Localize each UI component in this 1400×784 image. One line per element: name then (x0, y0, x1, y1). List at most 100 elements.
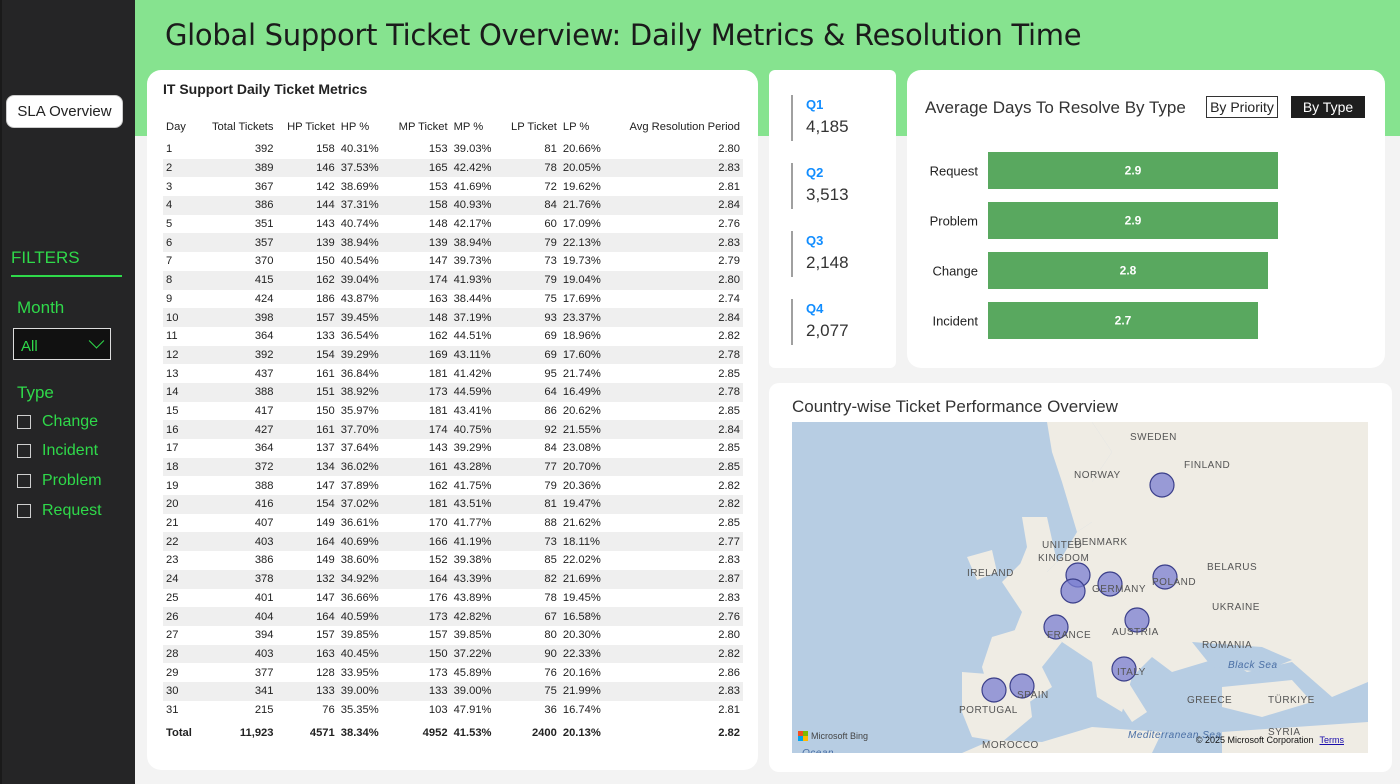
country-bubble[interactable] (1124, 607, 1150, 633)
map-country-label: TÜRKIYE (1268, 695, 1315, 706)
column-header[interactable]: Day (166, 121, 186, 133)
table-cell: 146 (276, 158, 338, 178)
country-bubble[interactable] (1149, 472, 1175, 498)
bar-incident[interactable] (988, 302, 1258, 339)
table-cell: 2.78 (610, 345, 743, 365)
column-header[interactable]: HP % (340, 121, 370, 133)
column-header[interactable]: LP % (562, 121, 590, 133)
type-checkbox-change[interactable]: Change (17, 413, 98, 431)
table-cell: 9 (166, 292, 173, 305)
total-cell: 20.13% (562, 726, 601, 739)
table-cell: 40.54% (340, 255, 379, 268)
map-title: Country-wise Ticket Performance Overview (792, 397, 1118, 416)
table-cell: 437 (254, 367, 274, 380)
country-bubble[interactable] (1152, 564, 1178, 590)
chevron-down-icon (88, 333, 105, 349)
table-cell: 21.99% (559, 681, 610, 701)
terms-link[interactable]: Terms (1319, 735, 1345, 745)
table-cell: 19.73% (562, 255, 601, 268)
table-cell: 2.81 (718, 180, 740, 193)
map-country-label: SPAIN (1017, 690, 1049, 701)
table-cell: 2.85 (610, 457, 743, 477)
country-bubble[interactable] (1111, 656, 1137, 682)
month-dropdown[interactable]: All (13, 328, 111, 360)
table-cell: 181 (428, 404, 448, 417)
table-cell: 176 (428, 591, 448, 604)
table-cell: 386 (254, 554, 274, 567)
daily-metrics-card: IT Support Daily Ticket Metrics Day Total… (147, 70, 758, 770)
table-row: 12 392 154 39.29% 169 43.11% 69 17.60% 2.78 (163, 345, 743, 365)
checkbox-icon[interactable] (17, 444, 31, 458)
by-priority-button[interactable]: By Priority (1206, 96, 1278, 118)
europe-map[interactable]: SWEDEN FINLAND NORWAY DENMARK UNITED KINGDOM I… (792, 422, 1368, 753)
bar-request[interactable] (988, 152, 1278, 189)
table-cell: 37.53% (337, 158, 388, 178)
bar-problem[interactable] (988, 202, 1278, 239)
table-cell: 377 (254, 666, 274, 679)
table-row: 11 364 133 36.54% 162 44.51% 69 18.96% 2.82 (163, 327, 743, 346)
table-cell: 22.13% (559, 233, 610, 253)
table-cell: 424 (254, 292, 274, 305)
table-cell: 404 (199, 607, 277, 626)
checkbox-icon[interactable] (17, 504, 31, 518)
table-cell: 2.82 (718, 330, 740, 343)
country-map-card: Country-wise Ticket Performance Overview… (769, 383, 1392, 772)
table-cell: 2.74 (718, 292, 740, 305)
type-label: Type (17, 383, 54, 402)
table-cell: 44.59% (450, 382, 501, 402)
table-cell: 39.03% (453, 143, 492, 156)
type-checkbox-problem[interactable]: Problem (17, 472, 102, 490)
column-header[interactable]: MP Ticket (398, 121, 448, 133)
column-header[interactable]: HP Ticket (287, 121, 335, 133)
map-country-label: SYRIA (1268, 727, 1301, 738)
type-checkbox-incident[interactable]: Incident (17, 442, 98, 460)
column-header[interactable]: LP Ticket (511, 121, 557, 133)
column-header[interactable]: Total Tickets (211, 121, 274, 133)
table-cell: 133 (316, 330, 335, 343)
table-cell: 20.16% (562, 666, 601, 679)
table-cell: 73 (500, 532, 560, 552)
table-cell: 173 (428, 666, 448, 679)
table-row: 31 215 76 35.35% 103 47.91% 36 16.74% 2.81 (163, 701, 743, 720)
country-bubble[interactable] (981, 677, 1007, 703)
table-cell: 161 (316, 367, 335, 380)
table-cell: 2.77 (610, 532, 743, 552)
country-bubble[interactable] (1009, 673, 1035, 699)
quarter-q1: Q1 4,185 (791, 95, 849, 141)
table-cell: 133 (387, 681, 451, 701)
by-type-button[interactable]: By Type (1291, 96, 1365, 118)
table-cell: 148 (428, 218, 448, 231)
table-cell: 41.77% (453, 517, 492, 530)
table-cell: 147 (428, 255, 448, 268)
table-cell: 162 (276, 270, 338, 290)
checkbox-icon[interactable] (17, 474, 31, 488)
table-cell: 37.89% (340, 479, 379, 492)
column-header[interactable]: Avg Resolution Period (629, 121, 741, 133)
checkbox-icon[interactable] (17, 415, 31, 429)
table-cell: 2.82 (610, 495, 743, 514)
column-header[interactable]: MP % (453, 121, 484, 133)
daily-metrics-table: Day Total Tickets HP Ticket HP % MP Ticket MP… (163, 114, 743, 746)
country-bubble[interactable] (1060, 578, 1086, 604)
table-cell: 40.74% (340, 218, 379, 231)
table-cell: 47.91% (453, 703, 492, 716)
sla-overview-button[interactable]: SLA Overview (6, 95, 123, 128)
table-cell: 398 (199, 308, 277, 327)
table-cell: 341 (199, 681, 277, 701)
table-row: 8 415 162 39.04% 174 41.93% 79 19.04% 2.80 (163, 270, 743, 290)
country-bubble[interactable] (1043, 614, 1069, 640)
table-row: 21 407 149 36.61% 170 41.77% 88 21.62% 2.85 (163, 514, 743, 533)
map-country-label: Mediterranean Sea (1128, 730, 1222, 741)
map-country-label: Ocean (802, 748, 834, 753)
table-cell: 157 (276, 308, 338, 327)
table-row: 4 386 144 37.31% 158 40.93% 84 21.76% 2.84 (163, 196, 743, 215)
table-cell: 164 (276, 532, 338, 552)
bar-change[interactable] (988, 252, 1268, 289)
table-cell: 10 (163, 308, 200, 327)
country-bubble[interactable] (1097, 571, 1123, 597)
table-cell: 416 (199, 495, 277, 514)
table-cell: 169 (387, 345, 451, 365)
table-cell: 43.51% (450, 495, 501, 514)
type-checkbox-request[interactable]: Request (17, 502, 102, 520)
map-country-label: BELARUS (1207, 562, 1258, 573)
